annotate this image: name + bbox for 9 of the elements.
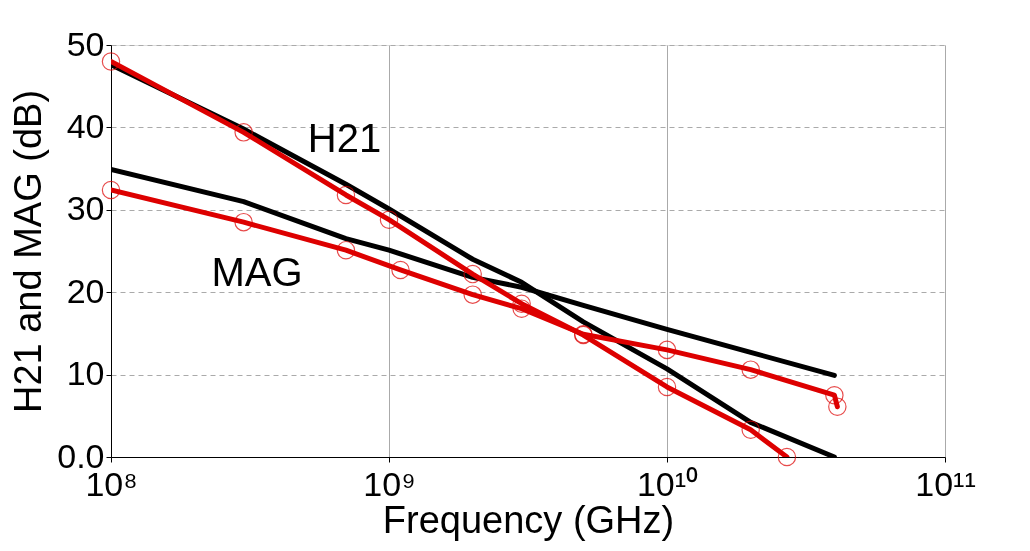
y-tick-label: 10 xyxy=(66,354,105,393)
annotation: H21 xyxy=(307,115,382,160)
annotation: MAG xyxy=(211,249,303,294)
y-tick-label: 50 xyxy=(66,24,105,63)
x-tick-label: 10¹¹ xyxy=(915,464,976,503)
y-axis-title: H21 and MAG (dB) xyxy=(7,89,50,414)
y-tick-label: 30 xyxy=(66,189,105,228)
y-tick-label: 40 xyxy=(66,106,105,145)
y-tick-label: 20 xyxy=(66,271,105,310)
